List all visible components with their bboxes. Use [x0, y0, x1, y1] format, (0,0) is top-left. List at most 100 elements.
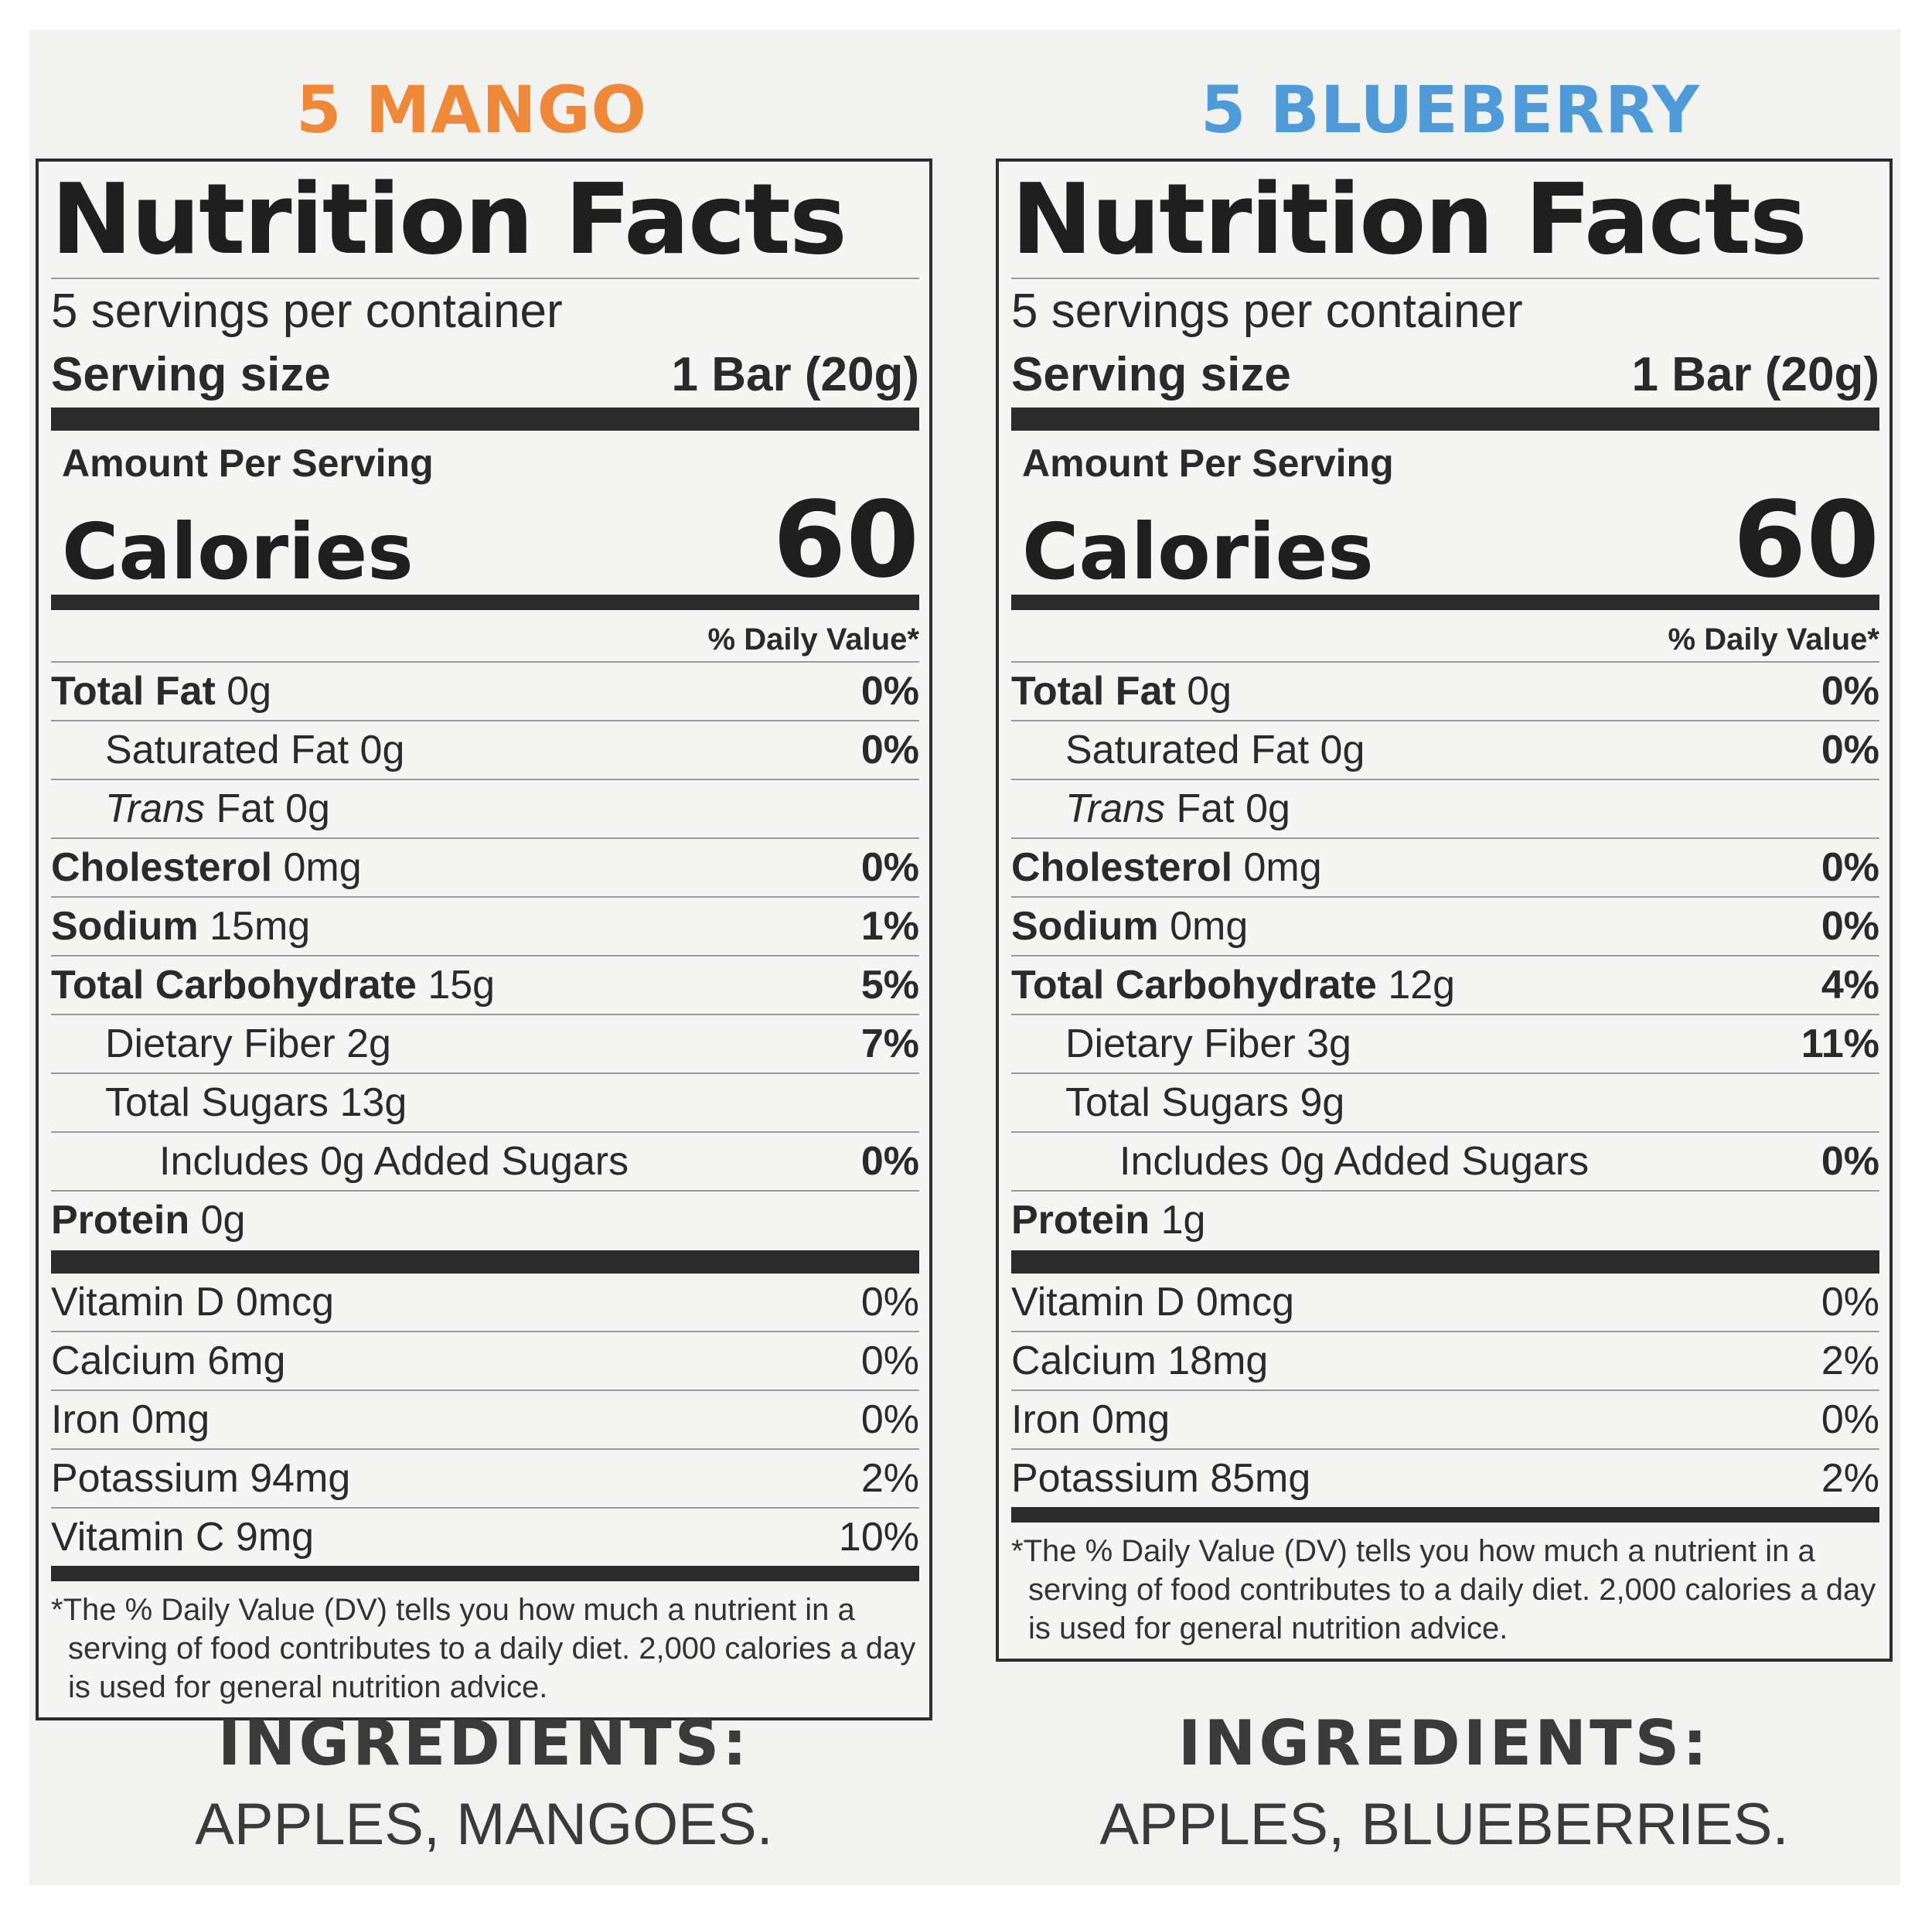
vitamin-dv: 2% — [860, 1456, 919, 1501]
nutrient-dv: 0% — [860, 845, 919, 890]
serving-size-value: 1 Bar (20g) — [1631, 348, 1879, 401]
vitamin-dv: 2% — [1821, 1338, 1879, 1383]
nutrient-name: Includes 0g Added Sugars — [1119, 1139, 1590, 1184]
footnote-star: * — [51, 1593, 63, 1627]
vitamin-dv: 0% — [860, 1338, 919, 1383]
nutrient-row: Includes 0g Added Sugars 0% — [1011, 1133, 1879, 1192]
nutrient-name: Protein — [1011, 1198, 1150, 1243]
nutrient-amount: 0g — [1175, 669, 1232, 714]
nutrient-amount: 0mg — [272, 845, 362, 890]
nutrient-dv: 0% — [1821, 1139, 1879, 1184]
nutrition-panel-mango: Nutrition Facts 5 servings per container… — [36, 159, 932, 1720]
nutrient-row: Protein 0g — [51, 1192, 919, 1249]
vitamin-dv: 0% — [1821, 1397, 1879, 1442]
nutrient-row: Trans Fat 0g — [51, 780, 919, 839]
nutrient-name: Sodium — [1011, 904, 1159, 949]
vitamin-dv: 0% — [860, 1397, 919, 1442]
vitamin-name: Potassium 94mg — [51, 1456, 351, 1501]
calories-label: Calories — [1022, 506, 1374, 597]
nutrient-row: Saturated Fat 0g 0% — [1011, 721, 1879, 780]
nutrient-amount: 12g — [1376, 963, 1456, 1008]
thick-divider — [1011, 407, 1879, 431]
calories-label: Calories — [62, 506, 414, 597]
nutrient-amount: 0g — [189, 1198, 246, 1243]
vitamin-name: Vitamin D 0mcg — [51, 1280, 335, 1325]
ingredients-list-blueberry: APPLES, BLUEBERRIES. — [1099, 1792, 1789, 1857]
nutrient-row: Cholesterol 0mg 0% — [51, 839, 919, 898]
nutrition-panel-blueberry: Nutrition Facts 5 servings per container… — [996, 159, 1893, 1662]
nutrient-dv: 5% — [860, 963, 919, 1008]
nutrient-name: Includes 0g Added Sugars — [159, 1139, 629, 1184]
nutrient-amount: 1g — [1150, 1198, 1206, 1243]
servings-per-container: 5 servings per container — [1011, 285, 1523, 338]
vitamin-dv: 0% — [860, 1280, 919, 1325]
medium-divider — [1011, 1507, 1879, 1523]
vitamin-row: Iron 0mg 0% — [1011, 1391, 1879, 1450]
nutrient-row: Includes 0g Added Sugars 0% — [51, 1133, 919, 1192]
nutrient-name: Saturated Fat 0g — [1065, 728, 1365, 772]
nutrient-row: Total Sugars 9g — [1011, 1074, 1879, 1133]
serving-size-label: Serving size — [51, 348, 331, 401]
vitamin-name: Calcium 18mg — [1011, 1338, 1269, 1383]
nutrient-dv: 7% — [860, 1021, 919, 1066]
vitamin-name: Vitamin C 9mg — [51, 1515, 315, 1560]
ingredients-title-mango: INGREDIENTS: — [217, 1707, 751, 1779]
nutrient-dv: 0% — [1821, 904, 1879, 949]
nutrient-name-italic: Trans — [105, 786, 206, 831]
vitamin-name: Potassium 85mg — [1011, 1456, 1311, 1501]
vitamin-row: Calcium 18mg 2% — [1011, 1332, 1879, 1391]
nutrient-dv: 4% — [1821, 963, 1879, 1008]
ingredients-title-blueberry: INGREDIENTS: — [1177, 1707, 1711, 1779]
vitamin-name: Calcium 6mg — [51, 1338, 286, 1383]
nutrient-dv: 0% — [860, 669, 919, 714]
nutrient-name: Fat 0g — [205, 786, 330, 831]
footnote-text: The % Daily Value (DV) tells you how muc… — [1023, 1534, 1876, 1645]
thick-divider — [1011, 1250, 1879, 1274]
nutrient-row: Total Carbohydrate 12g 4% — [1011, 956, 1879, 1015]
vitamin-dv: 0% — [1821, 1280, 1879, 1325]
nutrient-row: Saturated Fat 0g 0% — [51, 721, 919, 780]
vitamin-row: Potassium 85mg 2% — [1011, 1450, 1879, 1507]
medium-divider — [51, 595, 919, 610]
nutrient-name: Dietary Fiber 2g — [105, 1021, 391, 1066]
nutrient-name-italic: Trans — [1065, 786, 1166, 831]
nutrient-dv: 0% — [860, 728, 919, 772]
nutrient-dv: 1% — [860, 904, 919, 949]
amount-per-serving: Amount Per Serving — [62, 442, 434, 485]
servings-per-container: 5 servings per container — [51, 285, 563, 338]
serving-size-value: 1 Bar (20g) — [671, 348, 919, 401]
nutrition-facts-title: Nutrition Facts — [1011, 162, 1879, 279]
daily-value-header: % Daily Value* — [51, 610, 919, 663]
serving-size-label: Serving size — [1011, 348, 1291, 401]
vitamin-row: Potassium 94mg 2% — [51, 1450, 919, 1509]
nutrient-name: Total Sugars 9g — [1065, 1080, 1345, 1125]
vitamin-row: Vitamin D 0mcg 0% — [51, 1274, 919, 1332]
nutrient-name: Protein — [51, 1198, 190, 1243]
calories-value: 60 — [772, 479, 919, 602]
nutrient-row: Dietary Fiber 2g 7% — [51, 1015, 919, 1074]
nutrient-dv: 0% — [1821, 728, 1879, 772]
nutrient-name: Saturated Fat 0g — [105, 728, 405, 772]
nutrient-name: Total Carbohydrate — [1011, 963, 1377, 1008]
vitamin-row: Vitamin D 0mcg 0% — [1011, 1274, 1879, 1332]
nutrient-name: Sodium — [51, 904, 199, 949]
nutrient-name: Cholesterol — [51, 845, 273, 890]
nutrient-dv: 0% — [1821, 845, 1879, 890]
nutrient-row: Protein 1g — [1011, 1192, 1879, 1249]
nutrient-amount: 0mg — [1232, 845, 1322, 890]
nutrient-row: Trans Fat 0g — [1011, 780, 1879, 839]
nutrient-name: Total Fat — [51, 669, 216, 714]
footnote-text: The % Daily Value (DV) tells you how muc… — [63, 1593, 916, 1704]
nutrient-name: Total Carbohydrate — [51, 963, 417, 1008]
nutrient-name: Total Sugars 13g — [105, 1080, 407, 1125]
nutrient-dv: 0% — [1821, 669, 1879, 714]
nutrient-name: Dietary Fiber 3g — [1065, 1021, 1351, 1066]
nutrient-amount: 0g — [215, 669, 272, 714]
thick-divider — [51, 1250, 919, 1274]
nutrient-amount: 0mg — [1158, 904, 1249, 949]
daily-value-footnote: *The % Daily Value (DV) tells you how mu… — [51, 1581, 919, 1717]
daily-value-header: % Daily Value* — [1011, 610, 1879, 663]
nutrient-name: Total Fat — [1011, 669, 1176, 714]
ingredients-list-mango: APPLES, MANGOES. — [195, 1792, 773, 1857]
vitamin-dv: 10% — [838, 1515, 919, 1560]
